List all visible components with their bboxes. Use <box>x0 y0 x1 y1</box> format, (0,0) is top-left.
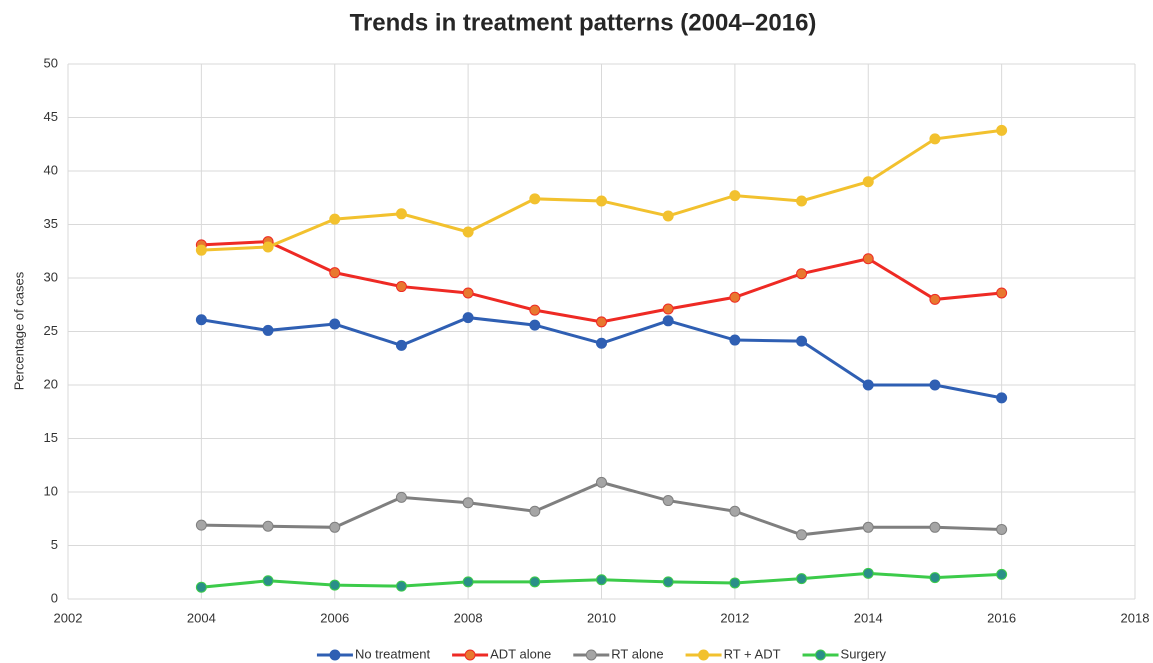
x-tick-label: 2014 <box>854 610 883 625</box>
data-point <box>929 521 941 533</box>
data-point <box>796 529 808 541</box>
data-point <box>462 287 474 299</box>
data-point <box>529 319 541 331</box>
data-point <box>662 210 674 222</box>
data-point <box>662 315 674 327</box>
data-point <box>729 577 741 589</box>
legend-marker <box>464 649 476 661</box>
y-tick-label: 5 <box>51 537 58 552</box>
data-point <box>862 567 874 579</box>
data-point <box>729 291 741 303</box>
data-point <box>929 379 941 391</box>
y-tick-label: 15 <box>44 430 58 445</box>
legend-label: Surgery <box>841 646 887 661</box>
data-point <box>462 312 474 324</box>
data-point <box>262 575 274 587</box>
legend-marker <box>329 649 341 661</box>
data-point <box>395 580 407 592</box>
data-point <box>329 318 341 330</box>
legend-label: RT + ADT <box>724 646 781 661</box>
chart-title: Trends in treatment patterns (2004–2016) <box>350 9 817 36</box>
data-point <box>329 521 341 533</box>
data-point <box>195 244 207 256</box>
x-tick-label: 2016 <box>987 610 1016 625</box>
data-point <box>929 133 941 145</box>
x-tick-label: 2018 <box>1121 610 1150 625</box>
x-tick-label: 2012 <box>720 610 749 625</box>
data-point <box>596 195 607 207</box>
y-tick-label: 35 <box>44 216 58 231</box>
y-tick-label: 45 <box>44 109 58 124</box>
legend-marker <box>815 649 827 661</box>
data-point <box>996 568 1008 580</box>
data-point <box>329 579 341 591</box>
legend-marker <box>698 649 710 661</box>
y-tick-label: 20 <box>44 376 58 391</box>
data-point <box>329 267 341 279</box>
data-point <box>796 268 808 280</box>
data-point <box>529 193 541 205</box>
x-tick-label: 2004 <box>187 610 216 625</box>
data-point <box>662 576 674 588</box>
data-point <box>729 334 741 346</box>
data-point <box>262 520 274 532</box>
legend-label: No treatment <box>355 646 431 661</box>
data-point <box>462 576 474 588</box>
legend-label: RT alone <box>611 646 663 661</box>
data-point <box>596 337 607 349</box>
data-point <box>395 491 407 503</box>
data-point <box>729 505 741 517</box>
data-point <box>862 253 874 265</box>
data-point <box>529 576 541 588</box>
data-point <box>862 379 874 391</box>
data-point <box>395 281 407 293</box>
x-tick-label: 2006 <box>320 610 349 625</box>
legend-label: ADT alone <box>490 646 551 661</box>
y-tick-label: 50 <box>44 55 58 70</box>
y-tick-label: 0 <box>51 590 58 605</box>
data-point <box>462 497 474 509</box>
data-point <box>262 241 274 253</box>
data-point <box>862 521 874 533</box>
x-tick-label: 2010 <box>587 610 616 625</box>
data-point <box>462 226 474 238</box>
x-tick-label: 2008 <box>454 610 483 625</box>
data-point <box>996 287 1008 299</box>
y-tick-label: 30 <box>44 269 58 284</box>
y-tick-label: 25 <box>44 323 58 338</box>
legend: No treatment ADT alone RT alone RT + ADT Sur… <box>316 646 887 661</box>
data-point <box>596 476 607 488</box>
data-point <box>529 304 541 316</box>
legend-marker <box>585 649 597 661</box>
data-point <box>195 314 207 326</box>
data-point <box>195 581 207 593</box>
data-point <box>662 303 674 315</box>
data-point <box>529 505 541 517</box>
data-point <box>329 213 341 225</box>
data-point <box>596 574 607 586</box>
data-point <box>796 195 808 207</box>
data-point <box>395 339 407 351</box>
data-point <box>929 293 941 305</box>
y-tick-label: 40 <box>44 162 58 177</box>
data-point <box>796 335 808 347</box>
data-point <box>996 392 1008 404</box>
y-tick-label: 10 <box>44 483 58 498</box>
x-tick-label: 2002 <box>54 610 83 625</box>
data-point <box>662 495 674 507</box>
y-axis-label: Percentage of cases <box>11 271 26 390</box>
data-point <box>262 324 274 336</box>
data-point <box>195 519 207 531</box>
data-point <box>596 316 607 328</box>
data-point <box>996 124 1008 136</box>
data-point <box>395 208 407 220</box>
data-point <box>796 573 808 585</box>
data-point <box>862 176 874 188</box>
data-point <box>929 572 941 584</box>
data-point <box>996 523 1008 535</box>
data-point <box>729 190 741 202</box>
